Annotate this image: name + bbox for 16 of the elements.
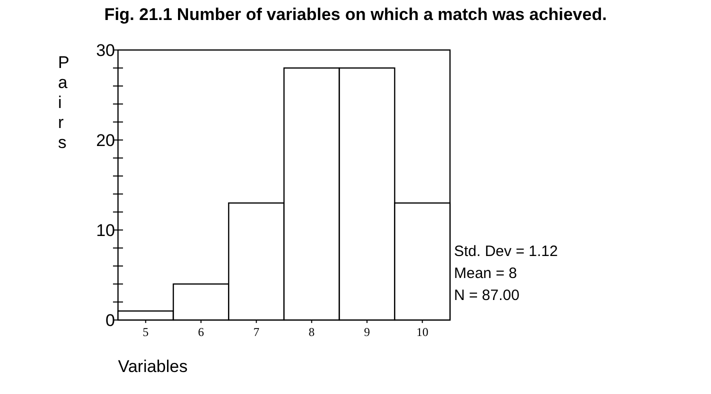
- text: Std. Dev = 1.12: [454, 243, 558, 260]
- x-tick-label: 7: [253, 325, 260, 339]
- text: N = 87.00: [454, 287, 520, 304]
- x-tick-label: 10: [416, 325, 428, 339]
- x-tick-label: 8: [308, 325, 315, 339]
- chart-title: Fig. 21.1 Number of variables on which a match was achieved.: [104, 5, 607, 24]
- text: Mean = 8: [454, 265, 517, 282]
- y-tick-label: 20: [96, 131, 115, 150]
- x-tick-label: 9: [364, 325, 370, 339]
- x-tick-label: 6: [198, 325, 204, 339]
- y-tick-label: 0: [106, 311, 115, 330]
- x-axis-title: Variables: [118, 357, 188, 376]
- y-tick-label: 30: [96, 41, 115, 60]
- x-tick-label: 5: [142, 325, 149, 339]
- y-tick-label: 10: [96, 221, 115, 240]
- y-axis-title: Pairs: [58, 53, 70, 152]
